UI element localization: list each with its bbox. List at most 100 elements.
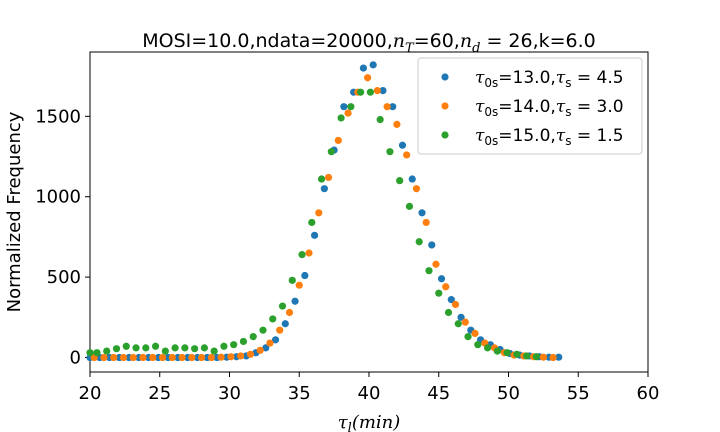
data-point xyxy=(396,177,404,185)
data-point xyxy=(295,281,303,289)
y-tick-label: 1500 xyxy=(35,106,81,127)
data-point xyxy=(493,347,501,355)
data-point xyxy=(276,326,284,334)
legend-marker xyxy=(441,102,449,110)
data-point xyxy=(320,185,328,193)
data-point xyxy=(334,136,342,145)
data-point xyxy=(308,218,316,227)
data-point xyxy=(249,333,257,341)
data-point xyxy=(532,353,541,361)
data-point xyxy=(398,141,407,149)
data-point xyxy=(100,353,108,362)
x-tick-label: 25 xyxy=(148,383,171,404)
y-axis: 0 500 1000 1500 xyxy=(35,106,90,369)
data-point xyxy=(288,276,296,284)
data-point xyxy=(305,249,313,257)
data-point xyxy=(149,353,157,362)
legend-marker xyxy=(441,131,449,139)
y-axis-label: Normalized Frequency xyxy=(4,111,25,312)
y-tick-label: 500 xyxy=(47,267,81,288)
data-point xyxy=(513,350,521,358)
data-point xyxy=(217,353,225,361)
data-point xyxy=(364,74,372,82)
data-point xyxy=(291,297,299,305)
data-point xyxy=(555,353,563,361)
data-point xyxy=(207,353,215,362)
data-point xyxy=(451,300,460,309)
series-3 xyxy=(86,88,541,361)
data-point xyxy=(266,339,274,347)
data-point xyxy=(191,345,199,353)
data-point xyxy=(220,342,228,350)
legend-box xyxy=(417,57,643,155)
data-point xyxy=(347,103,355,111)
data-point xyxy=(376,115,384,124)
data-point xyxy=(379,86,387,95)
data-point xyxy=(259,326,267,334)
legend-label: τ0s=13.0,τs = 4.5 xyxy=(475,68,624,90)
data-point xyxy=(181,344,189,352)
data-point xyxy=(359,64,368,72)
data-point xyxy=(386,148,394,156)
data-point xyxy=(425,267,433,275)
data-point xyxy=(285,308,294,317)
legend-label: τ0s=14.0,τs = 3.0 xyxy=(475,97,624,119)
data-point xyxy=(327,148,335,156)
data-point xyxy=(239,337,248,346)
data-point xyxy=(415,238,423,246)
data-point xyxy=(158,353,167,362)
data-point xyxy=(366,88,374,96)
x-tick-label: 50 xyxy=(497,383,520,404)
data-point xyxy=(369,61,377,69)
data-point xyxy=(142,344,150,352)
data-point xyxy=(549,353,557,362)
data-point xyxy=(271,336,280,344)
data-point xyxy=(428,241,436,249)
y-tick-label: 1000 xyxy=(35,187,81,208)
data-point xyxy=(315,209,323,217)
x-tick-label: 20 xyxy=(79,383,102,404)
data-point xyxy=(310,231,319,239)
x-tick-label: 30 xyxy=(218,383,241,404)
data-point xyxy=(93,349,101,357)
legend-marker xyxy=(441,73,449,81)
data-point xyxy=(110,353,118,362)
data-point xyxy=(539,353,547,361)
data-point xyxy=(237,352,245,360)
x-tick-label: 60 xyxy=(637,383,660,404)
x-tick-label: 40 xyxy=(358,383,381,404)
data-point xyxy=(435,289,443,297)
chart-title: MOSI=10.0,ndata=20000,nT=60,nd = 26,k=6.… xyxy=(142,30,596,56)
data-point xyxy=(132,344,140,352)
data-point xyxy=(483,344,492,352)
data-point xyxy=(269,315,277,323)
data-point xyxy=(357,88,365,96)
data-point xyxy=(344,109,352,117)
data-point xyxy=(432,260,440,268)
data-point xyxy=(461,318,469,326)
data-point xyxy=(454,320,462,328)
data-point xyxy=(523,352,531,360)
data-point xyxy=(324,173,333,182)
data-points xyxy=(86,61,563,362)
x-axis: 20 25 30 35 40 45 50 55 60 xyxy=(79,372,660,404)
data-point xyxy=(383,103,391,111)
data-point xyxy=(178,353,186,362)
data-point xyxy=(437,275,446,283)
data-point xyxy=(389,103,397,111)
data-point xyxy=(129,353,137,362)
x-axis-label: τl(min) xyxy=(338,412,401,432)
data-point xyxy=(168,353,176,362)
legend-label: τ0s=15.0,τs = 1.5 xyxy=(475,126,624,148)
data-point xyxy=(86,349,94,357)
x-tick-label: 55 xyxy=(567,383,590,404)
data-point xyxy=(227,353,235,361)
data-point xyxy=(171,344,179,352)
data-point xyxy=(262,344,270,352)
data-point xyxy=(317,175,326,183)
data-point xyxy=(412,185,421,193)
data-point xyxy=(281,320,289,328)
data-point xyxy=(151,342,160,350)
data-point xyxy=(340,103,348,111)
